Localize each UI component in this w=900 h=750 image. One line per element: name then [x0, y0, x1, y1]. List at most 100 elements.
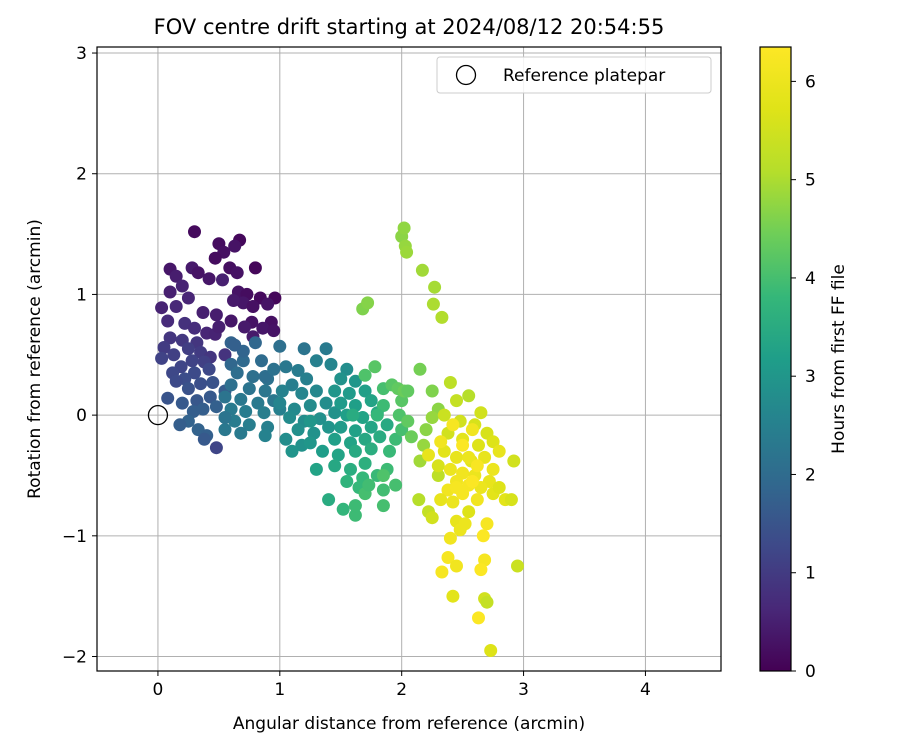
x-tick-label: 1	[274, 680, 285, 700]
data-point	[328, 459, 342, 473]
data-point	[303, 414, 317, 428]
data-point	[224, 314, 238, 328]
data-point	[362, 478, 376, 492]
data-point	[480, 595, 494, 609]
data-point	[334, 372, 348, 386]
data-point	[470, 493, 484, 507]
data-point	[450, 450, 463, 464]
data-point	[450, 394, 463, 408]
data-point	[267, 324, 281, 338]
data-point	[194, 377, 208, 391]
data-point	[474, 563, 488, 577]
data-point	[202, 272, 216, 286]
y-axis-label: Rotation from reference (arcmin)	[25, 219, 45, 499]
data-point	[227, 294, 240, 307]
data-point	[255, 354, 268, 368]
data-point	[425, 411, 439, 424]
y-tick-label: −1	[62, 527, 87, 547]
data-point	[364, 442, 378, 456]
data-point	[450, 559, 463, 573]
data-point	[389, 432, 403, 446]
data-point	[251, 396, 265, 410]
data-point	[404, 430, 418, 444]
data-point	[228, 338, 242, 352]
x-tick-label: 4	[640, 680, 651, 700]
data-point	[486, 435, 500, 449]
legend-label: Reference platepar	[503, 66, 665, 86]
data-point	[376, 499, 390, 513]
data-point	[230, 266, 244, 280]
data-point	[186, 405, 200, 418]
data-point	[178, 316, 192, 330]
data-point	[364, 420, 378, 434]
data-point	[257, 406, 271, 420]
data-point	[376, 399, 390, 412]
data-point	[316, 444, 329, 458]
data-point	[209, 441, 223, 455]
data-point	[163, 285, 177, 299]
data-point	[361, 296, 375, 310]
data-point	[417, 438, 431, 452]
data-point	[291, 423, 305, 437]
data-point	[434, 435, 448, 449]
y-tick-label: 3	[76, 44, 87, 64]
data-point	[358, 456, 372, 470]
data-point	[486, 462, 500, 476]
data-point	[344, 462, 357, 476]
data-point	[511, 559, 524, 573]
data-point	[450, 481, 463, 494]
data-point	[291, 364, 305, 377]
data-point	[248, 261, 262, 275]
data-point	[492, 481, 506, 494]
data-point	[504, 493, 518, 507]
data-point	[212, 320, 226, 334]
data-point	[478, 450, 492, 464]
data-point	[242, 418, 256, 432]
legend-box	[436, 56, 712, 94]
data-point	[435, 565, 449, 579]
data-point	[155, 351, 169, 365]
reference-platepar-marker	[147, 404, 169, 426]
data-point	[446, 495, 460, 509]
y-axis-ticks: −2 −1 0 1 2 3	[62, 44, 97, 668]
colorbar-ticks: 0 1 2 3 4 5 6	[791, 72, 816, 682]
data-point	[208, 251, 222, 265]
data-point	[383, 444, 396, 458]
data-point	[376, 483, 390, 497]
data-point	[443, 531, 457, 545]
colorbar-label: Hours from first FF file	[829, 264, 849, 454]
data-point	[431, 469, 445, 482]
data-point	[328, 384, 342, 398]
y-tick-label: 1	[76, 285, 87, 305]
y-tick-label: −2	[62, 648, 87, 668]
data-point	[173, 418, 187, 432]
data-point	[206, 376, 220, 389]
data-point	[324, 357, 338, 371]
data-point	[230, 366, 244, 380]
data-point	[348, 444, 362, 458]
data-point	[175, 279, 189, 293]
data-point	[228, 239, 242, 253]
data-point	[185, 354, 199, 368]
colorbar-tick-label: 2	[805, 465, 816, 485]
data-point	[279, 360, 293, 374]
data-point	[431, 459, 445, 473]
data-point	[261, 297, 275, 311]
data-point	[472, 611, 485, 625]
data-point	[246, 370, 260, 383]
data-point	[446, 589, 460, 603]
data-point	[358, 368, 372, 382]
data-point	[422, 448, 435, 462]
data-point	[389, 478, 403, 492]
data-point	[462, 389, 476, 403]
data-point	[157, 341, 171, 354]
x-tick-label: 3	[518, 680, 529, 700]
data-point	[202, 362, 216, 376]
data-point	[181, 342, 195, 356]
data-point	[258, 384, 272, 398]
data-point	[300, 372, 314, 386]
data-point	[415, 263, 429, 277]
data-point	[446, 418, 460, 432]
data-point	[428, 280, 442, 294]
data-point	[309, 354, 323, 368]
